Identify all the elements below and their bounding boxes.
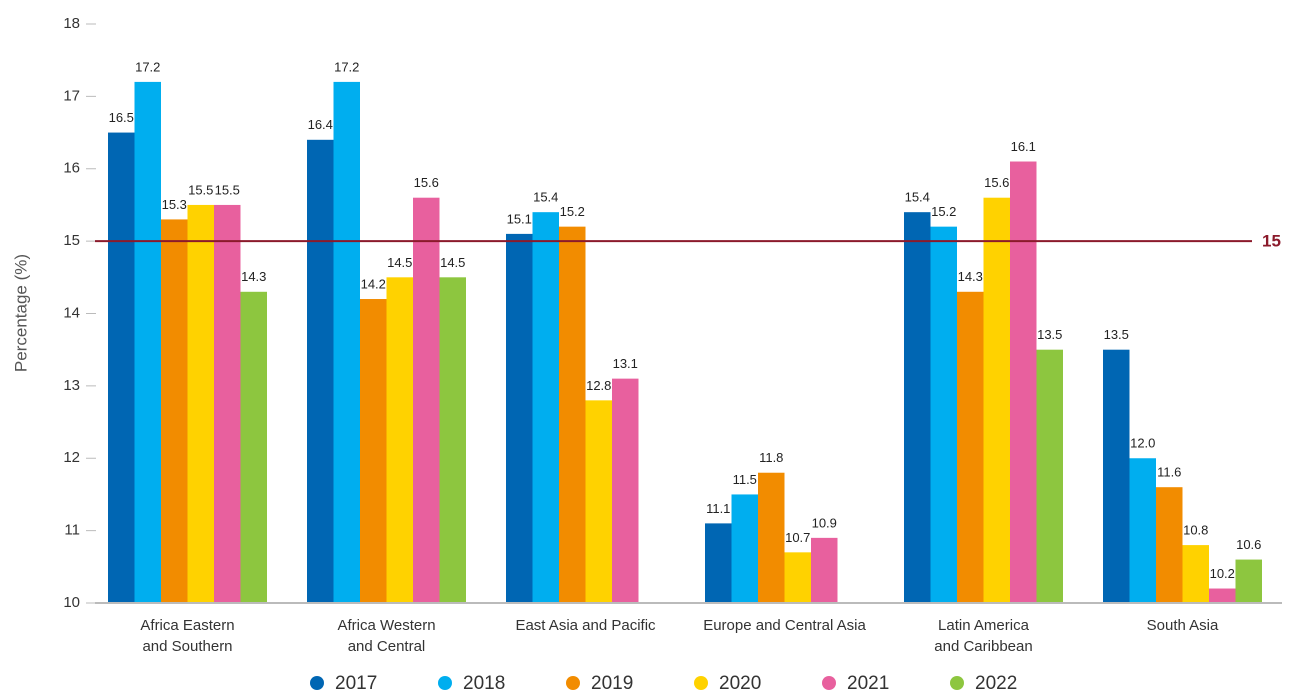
bar [108,132,135,603]
value-label: 13.5 [1104,327,1129,342]
bar [1235,559,1262,603]
legend-swatch [438,676,452,690]
legend-swatch [950,676,964,690]
value-label: 15.5 [188,182,213,197]
x-tick-label: South Asia [1147,617,1219,634]
bar [1010,161,1037,603]
bar [1129,458,1156,603]
x-tick-label: East Asia and Pacific [515,617,656,634]
legend-swatch [822,676,836,690]
value-label: 15.6 [984,175,1009,190]
value-label: 16.5 [109,110,134,125]
value-label: 10.6 [1236,537,1261,552]
bar [784,552,811,603]
y-tick-label: 12 [63,449,80,466]
bar [957,291,984,603]
bar [439,277,466,603]
bar [134,81,161,603]
bar [612,378,639,603]
value-label: 16.4 [308,117,333,132]
legend-label: 2022 [975,673,1017,694]
legend-label: 2018 [463,673,505,694]
bar [161,219,188,603]
bar [506,233,533,603]
value-label: 14.2 [361,276,386,291]
bar [1182,545,1209,603]
legend-label: 2020 [719,673,761,694]
bar [705,523,732,603]
value-label: 12.0 [1130,436,1155,451]
value-label: 10.2 [1210,566,1235,581]
bar [413,197,440,603]
bar [758,472,785,603]
bar [559,226,586,603]
y-tick-label: 11 [64,522,80,539]
value-label: 11.5 [733,472,757,487]
value-label: 10.8 [1183,523,1208,538]
value-label: 15.3 [162,197,187,212]
legend-label: 2019 [591,673,633,694]
bar [1103,349,1130,603]
y-tick-label: 10 [63,594,80,611]
value-label: 11.6 [1157,465,1181,480]
bar [1209,588,1236,603]
legend-swatch [694,676,708,690]
bar [1036,349,1063,603]
bar [187,204,214,603]
bar [585,400,612,603]
reference-label: 15 [1262,232,1281,251]
value-label: 13.5 [1037,327,1062,342]
bar [333,81,360,603]
bar [360,299,387,603]
bar [811,537,838,603]
value-label: 17.2 [135,59,160,74]
bar [983,197,1010,603]
bar [930,226,957,603]
x-tick-label: Africa Western and Central [337,617,435,655]
value-label: 11.8 [759,450,783,465]
y-tick-label: 16 [63,160,80,177]
value-label: 15.2 [560,204,585,219]
bar [731,494,758,603]
legend-swatch [310,676,324,690]
value-label: 17.2 [334,59,359,74]
value-label: 14.5 [440,255,465,270]
bar [904,212,931,604]
value-label: 11.1 [706,501,730,516]
bar [214,204,241,603]
value-label: 14.3 [958,269,983,284]
y-tick-label: 15 [63,232,80,249]
value-label: 10.9 [812,515,837,530]
value-label: 14.3 [241,269,266,284]
bar [532,212,559,604]
y-axis-label: Percentage (%) [11,254,30,372]
value-label: 15.4 [533,190,558,205]
x-tick-label: Africa Eastern and Southern [140,617,234,655]
legend-label: 2017 [335,673,377,694]
value-label: 15.6 [414,175,439,190]
y-tick-label: 13 [63,377,80,394]
bar [307,139,334,604]
y-tick-label: 17 [63,87,80,104]
bar [1156,487,1183,603]
x-tick-label: Europe and Central Asia [703,617,866,634]
value-label: 12.8 [586,378,611,393]
value-label: 15.1 [507,211,532,226]
value-label: 15.2 [931,204,956,219]
value-label: 15.5 [215,182,240,197]
value-label: 10.7 [785,530,810,545]
legend-label: 2021 [847,673,889,694]
x-tick-label: Latin America and Caribbean [934,617,1032,655]
bar [240,291,267,603]
y-tick-label: 14 [63,304,80,321]
value-label: 14.5 [387,255,412,270]
value-label: 16.1 [1011,139,1036,154]
y-tick-label: 18 [63,15,80,32]
value-label: 15.4 [905,190,930,205]
bar [386,277,413,603]
legend-swatch [566,676,580,690]
value-label: 13.1 [613,356,638,371]
